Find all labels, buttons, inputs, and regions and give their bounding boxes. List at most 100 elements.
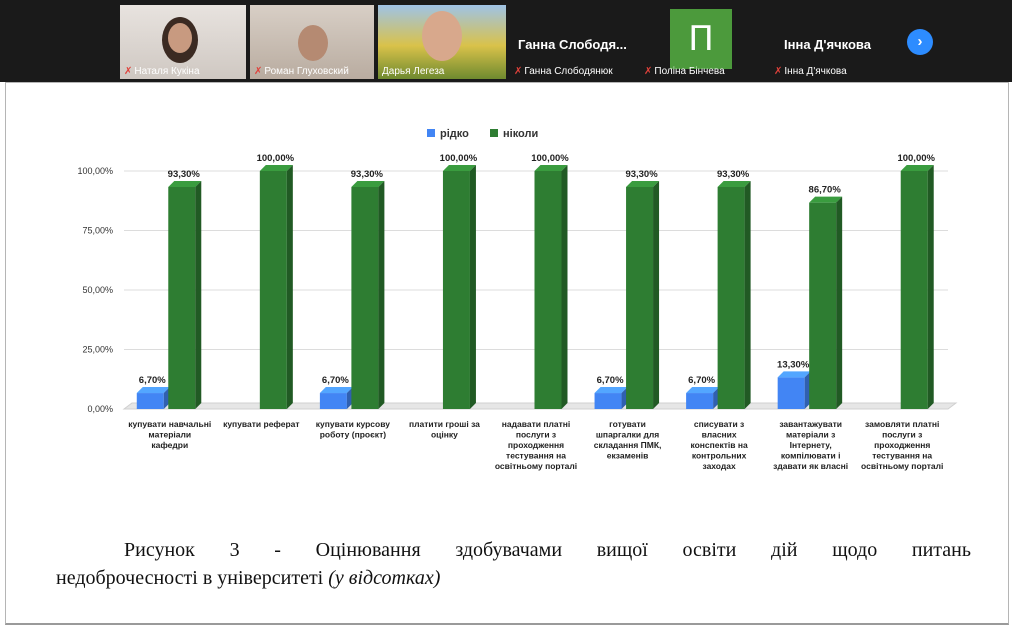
x-tick-label: освітньому порталі [861,461,943,471]
x-tick-label: складання ПМК, [594,440,662,450]
participant-avatar: П [670,9,732,69]
data-label: 100,00% [440,153,478,164]
participant-name: Дарья Легеза [382,66,445,77]
participant-tile[interactable]: Дарья Легеза [378,5,506,79]
x-tick-label: надавати платні [502,419,571,429]
participant-video-face [298,25,328,61]
participant-tile[interactable]: Ганна Слободя... ✗ Ганна Слободянюк [510,5,636,79]
bar-nikoly [351,186,379,409]
data-label: 13,30% [777,359,810,370]
x-tick-label: роботу (проєкт) [320,430,387,440]
x-tick-label: компілювати і [781,451,841,461]
x-tick-label: власних [702,430,737,440]
y-tick-label: 0,00% [87,404,113,414]
x-tick-label: списувати з [694,419,744,429]
bar-side-face [469,165,476,409]
bar-nikoly [900,171,928,409]
data-label: 93,30% [168,169,201,180]
bar-top-face [809,196,843,203]
participant-name: ✗ Інна Д'ячкова [774,66,847,77]
muted-mic-icon: ✗ [774,66,783,77]
bar-top-face [777,371,811,378]
x-tick-label: заходах [702,461,736,471]
participant-tile[interactable]: ✗ Роман Глуховский [250,5,374,79]
bar-chart: 0,00% 25,00% 50,00% 75,00% 100,00% рідко нікол… [77,128,958,471]
x-tick-label: освітньому порталі [495,461,577,471]
bar-nikoly [259,171,287,409]
x-tick-label: проходження [508,440,564,450]
data-label: 6,70% [597,375,624,386]
bar-top-face [686,387,720,394]
x-tick-label: конспектів на [690,440,748,450]
participant-display-name: Ганна Слободя... [518,37,627,52]
legend-label: ніколи [503,128,538,140]
x-tick-label: купувати курсову [316,419,390,429]
legend-label: рідко [440,128,469,140]
data-label: 100,00% [897,153,935,164]
bar-side-face [653,180,660,409]
bar-nikoly [717,186,745,409]
data-label: 6,70% [688,375,715,386]
x-tick-label: оцінку [431,430,458,440]
participant-video-face [168,23,192,53]
bar-top-face [136,387,170,394]
data-label: 86,70% [809,185,842,196]
data-label: 100,00% [531,153,569,164]
x-tick-label: шпаргалки для [596,430,659,440]
bar-top-face [319,387,353,394]
bar-top-face [259,165,293,171]
x-tick-label: тестування на [872,451,932,461]
data-label: 93,30% [717,169,750,180]
participant-name: ✗ Ганна Слободянюк [514,66,613,77]
bar-top-face [626,180,660,187]
x-tick-label: послуги з [882,430,922,440]
data-label: 93,30% [351,169,384,180]
data-label: 100,00% [257,153,295,164]
x-tick-label: здавати як власні [773,461,848,471]
x-tick-label: завантажувати [779,419,842,429]
bar-top-face [168,180,202,187]
bar-side-face [744,180,751,409]
data-label: 6,70% [139,375,166,386]
bar-nikoly [809,202,837,409]
participant-name: ✗ Поліна Бінчева [644,66,725,77]
bar-nikoly [626,186,654,409]
x-tick-label: контрольних [692,451,747,461]
x-tick-label: платити гроші за [409,419,480,429]
x-tick-label: кафедри [151,440,188,450]
participant-tile[interactable]: Інна Д'ячкова ✗ Інна Д'ячкова [770,5,896,79]
bar-ridko [136,393,164,409]
bar-nikoly [168,186,196,409]
bar-nikoly [442,171,470,409]
x-tick-label: купувати реферат [223,419,300,429]
y-tick-label: 25,00% [82,345,113,355]
x-tick-label: екзаменів [607,451,649,461]
shared-document: 0,00% 25,00% 50,00% 75,00% 100,00% рідко нікол… [5,82,1009,625]
next-page-arrow-icon[interactable]: › [907,29,933,55]
bar-side-face [195,180,202,409]
x-tick-label: Інтернету, [790,440,832,450]
caption-line-2: недоброчесності в університеті (у відсот… [56,564,971,592]
participant-name: ✗ Наталя Кукіна [124,66,200,77]
bar-side-face [286,165,293,409]
caption-line-1: Рисунок 3 - Оцінювання здобувачами вищої… [124,539,971,561]
bar-side-face [927,165,934,409]
muted-mic-icon: ✗ [124,66,133,77]
y-tick-label: 100,00% [77,166,113,176]
bar-side-face [561,165,568,409]
participant-name: ✗ Роман Глуховский [254,66,349,77]
participant-tile[interactable]: П ✗ Поліна Бінчева [640,5,766,79]
bar-top-face [534,165,568,171]
caption-text: недоброчесності в університеті [56,567,329,589]
bar-side-face [836,196,843,409]
participant-tile[interactable]: ✗ Наталя Кукіна [120,5,246,79]
legend-swatch-1 [490,129,498,137]
bar-top-face [351,180,385,187]
x-tick-label: матеріали з [786,430,835,440]
x-tick-label: замовляти платні [865,419,939,429]
legend-swatch-0 [427,129,435,137]
participant-video-face [422,11,462,61]
x-tick-label: тестування на [506,451,566,461]
y-tick-label: 50,00% [82,285,113,295]
bar-side-face [378,180,385,409]
